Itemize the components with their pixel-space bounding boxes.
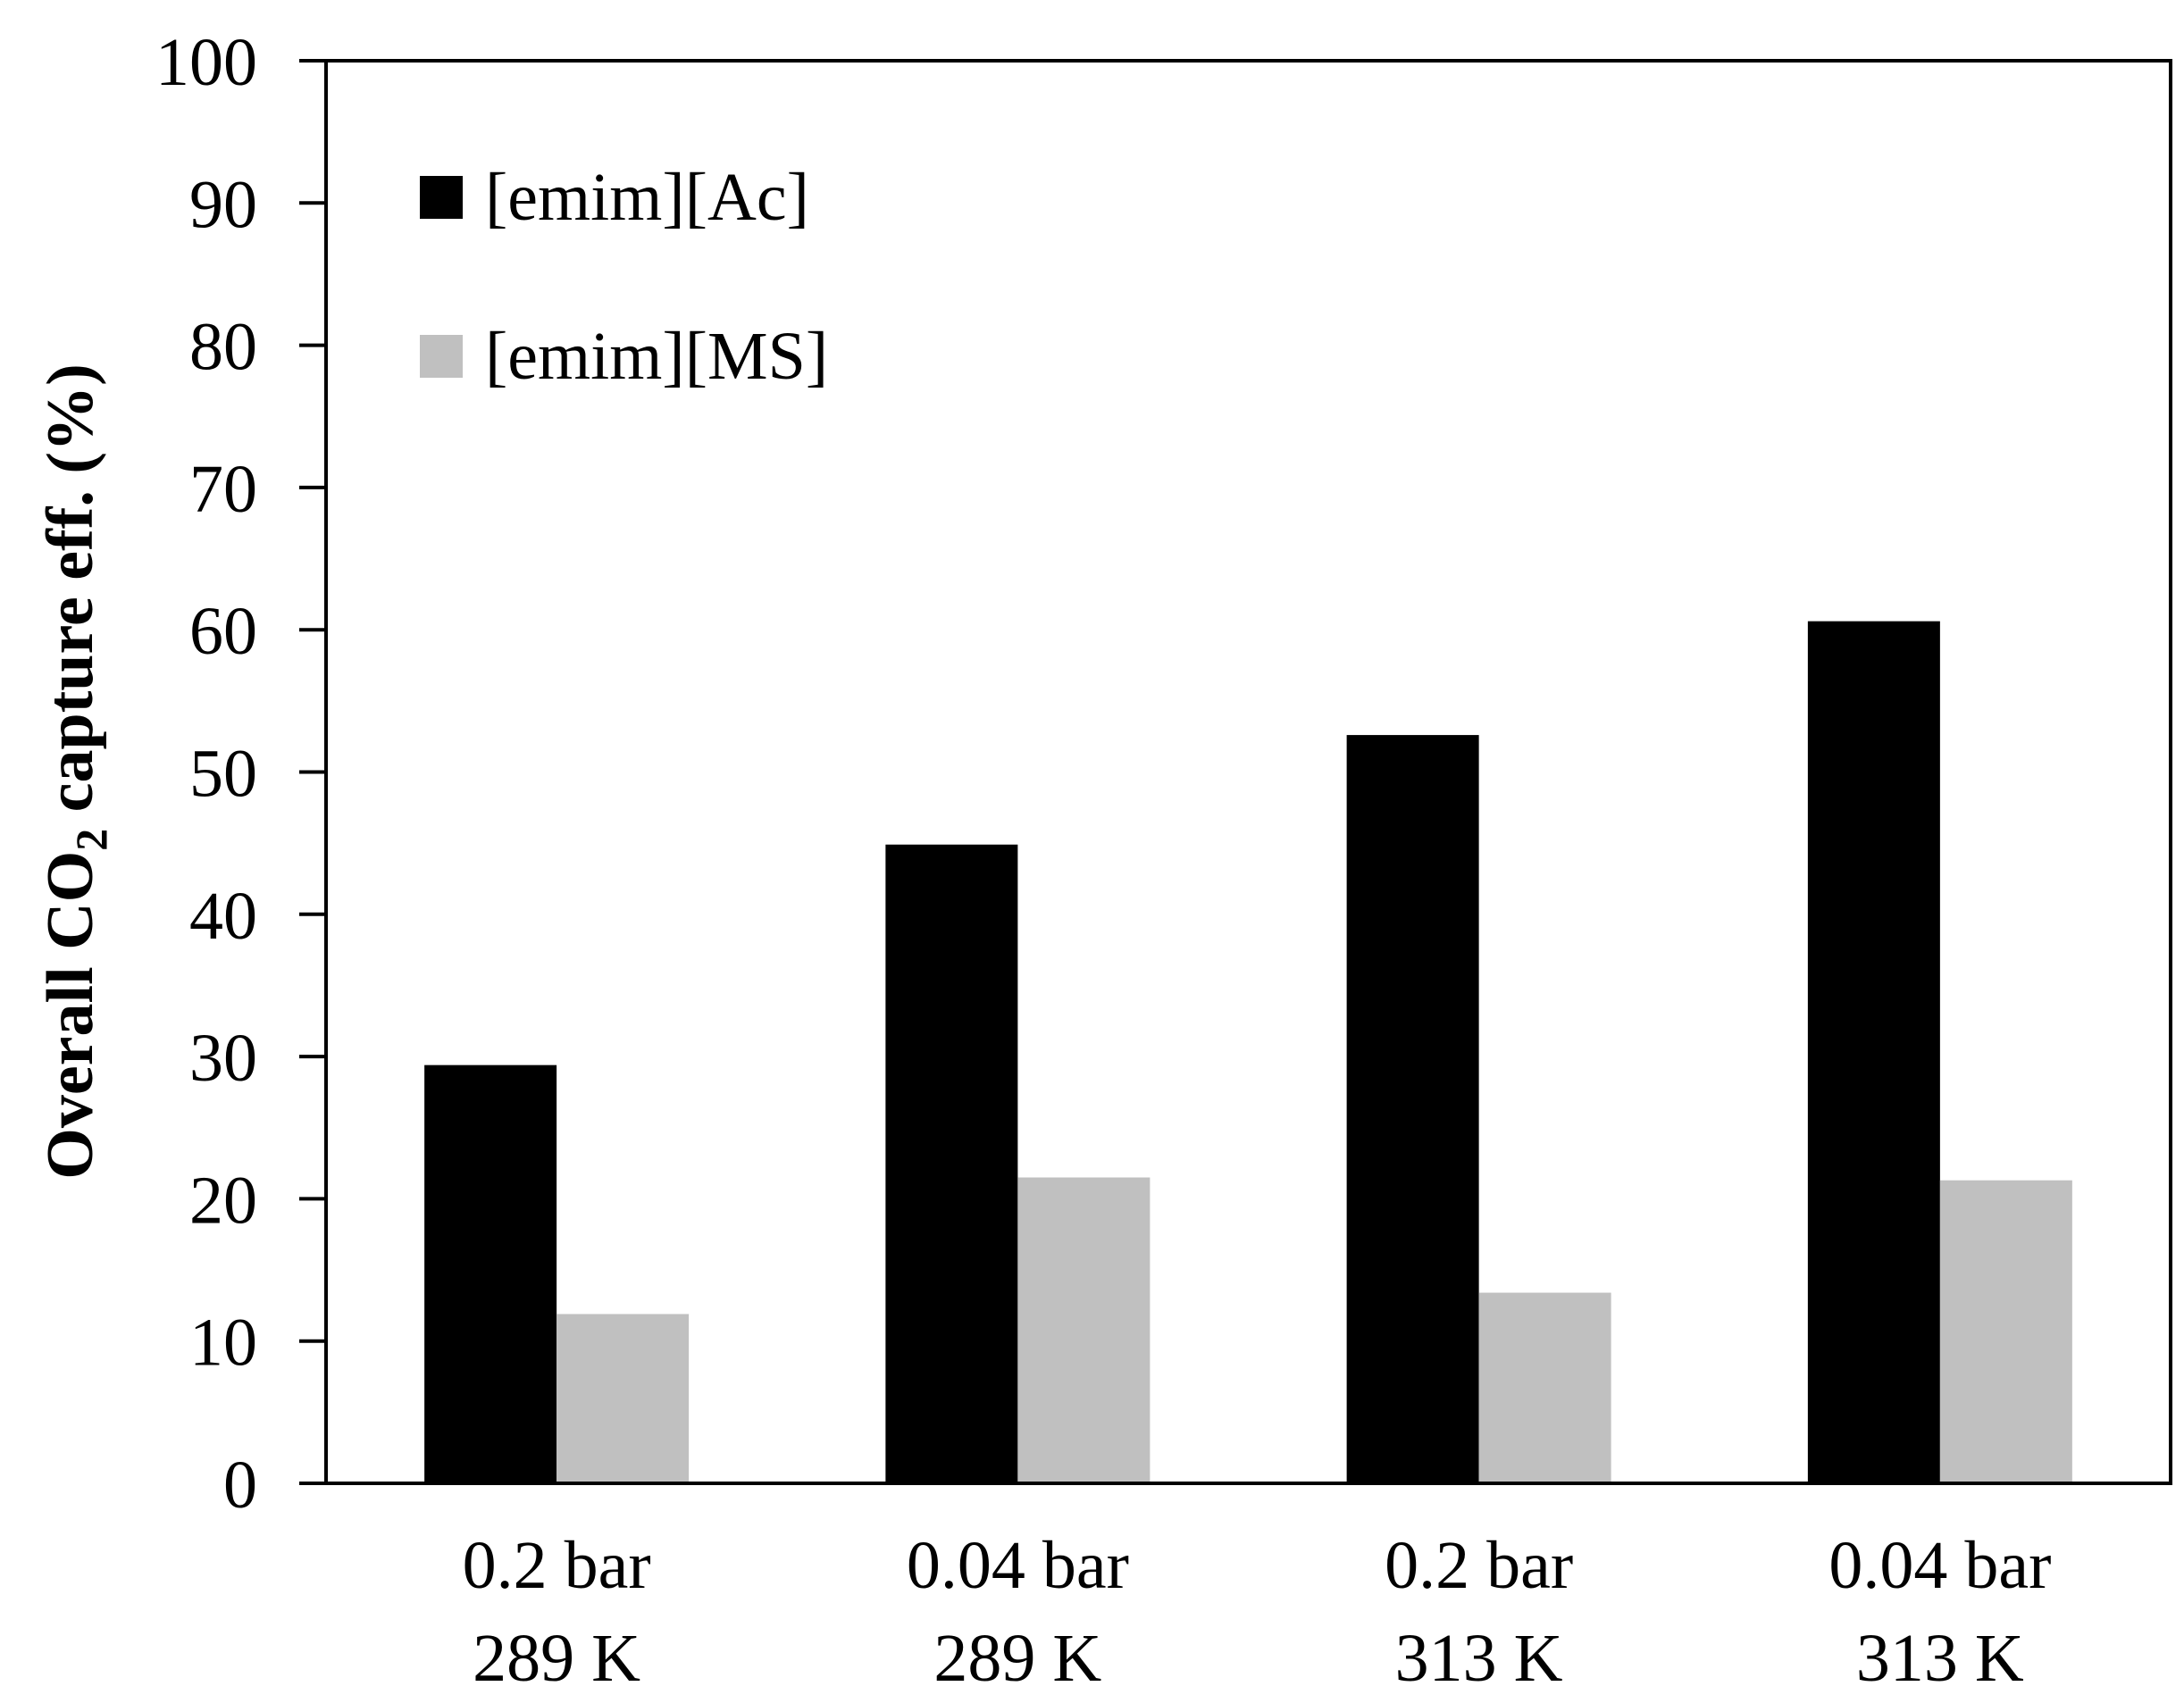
bar-series0-cat2 bbox=[1346, 735, 1479, 1483]
y-tick-label: 50 bbox=[189, 737, 257, 812]
bar-series1-cat2 bbox=[1478, 1292, 1611, 1483]
bar-series1-cat3 bbox=[1939, 1180, 2072, 1483]
x-category-label-line1: 0.2 bar bbox=[1385, 1528, 1573, 1603]
y-tick-label: 80 bbox=[189, 310, 257, 385]
x-category-label-line1: 0.04 bar bbox=[907, 1528, 1129, 1603]
legend-label-emim-ac: [emim][Ac] bbox=[485, 160, 809, 235]
y-tick-label: 0 bbox=[223, 1448, 257, 1523]
bar-series1-cat1 bbox=[1017, 1177, 1151, 1483]
y-tick-label: 100 bbox=[155, 25, 257, 100]
y-tick-label: 20 bbox=[189, 1163, 257, 1238]
legend-label-emim-ms: [emim][MS] bbox=[485, 319, 828, 394]
y-tick-label: 60 bbox=[189, 594, 257, 669]
bar-series0-cat0 bbox=[424, 1064, 557, 1483]
y-tick-label: 40 bbox=[189, 879, 257, 954]
legend-swatch-emim-ms bbox=[420, 335, 463, 378]
bar-series1-cat0 bbox=[556, 1314, 690, 1483]
legend-swatch-emim-ac bbox=[420, 176, 463, 219]
x-category-label-line2: 289 K bbox=[933, 1621, 1101, 1696]
x-category-label-line2: 313 K bbox=[1856, 1621, 2024, 1696]
x-category-label-line1: 0.04 bar bbox=[1828, 1528, 2051, 1603]
y-tick-label: 10 bbox=[189, 1306, 257, 1381]
bar-series0-cat1 bbox=[885, 844, 1018, 1483]
x-category-label-line1: 0.2 bar bbox=[463, 1528, 651, 1603]
x-category-label-line2: 313 K bbox=[1395, 1621, 1563, 1696]
y-axis-label: Overall CO2 capture eff. (%) bbox=[34, 363, 116, 1179]
legend: [emim][Ac] [emim][MS] bbox=[420, 160, 828, 394]
y-tick-label: 90 bbox=[189, 167, 257, 242]
bar-series0-cat3 bbox=[1807, 621, 1940, 1483]
x-category-label-line2: 289 K bbox=[473, 1621, 640, 1696]
y-tick-label: 30 bbox=[189, 1021, 257, 1096]
y-tick-label: 70 bbox=[189, 452, 257, 527]
